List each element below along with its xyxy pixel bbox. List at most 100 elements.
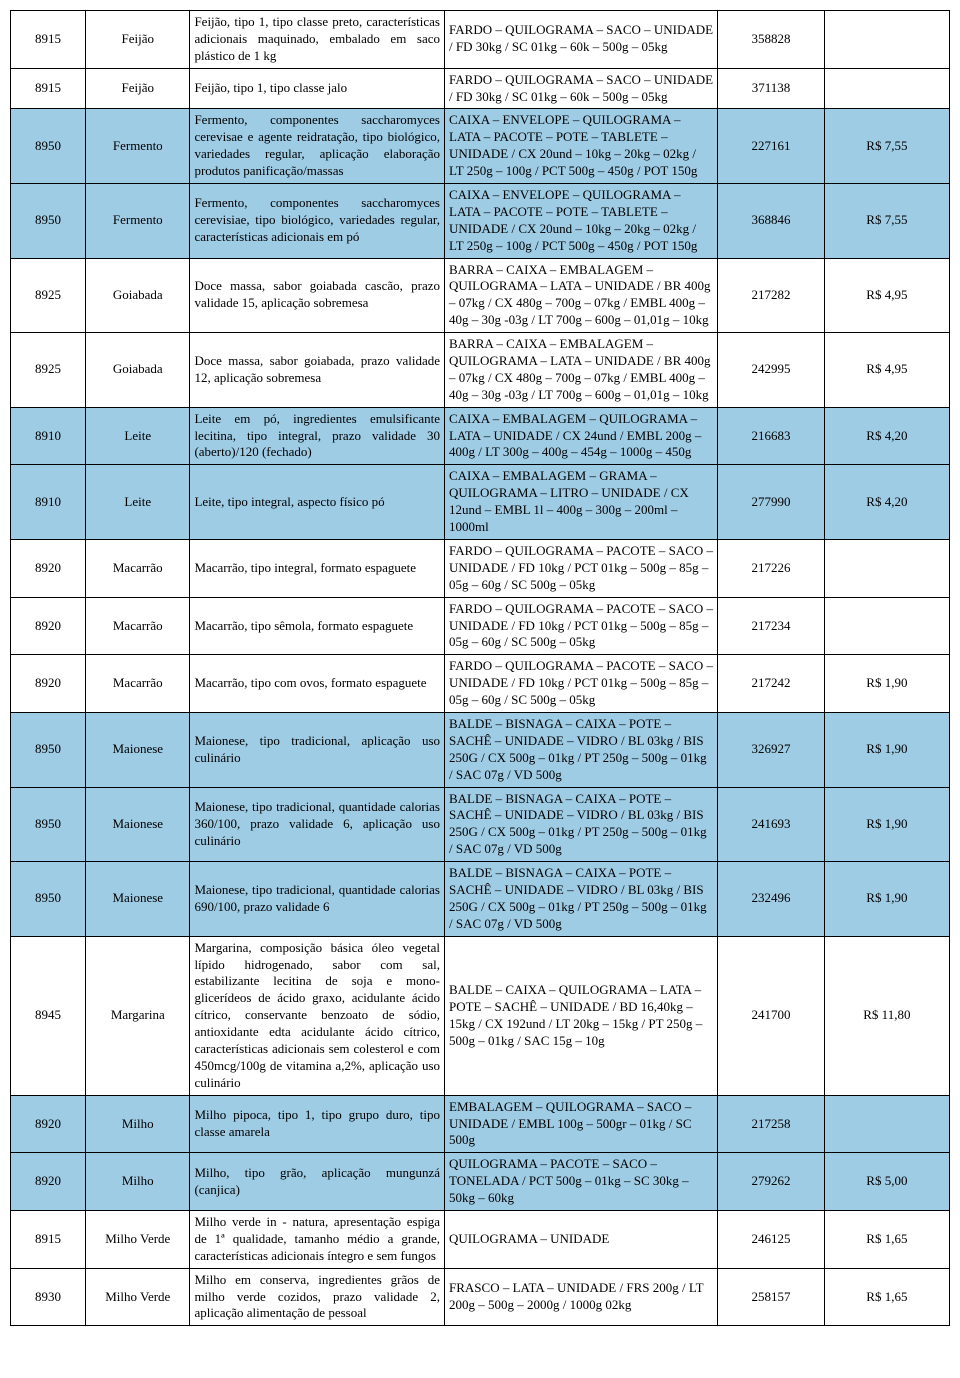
cell-price: R$ 1,90 <box>824 787 949 862</box>
cell-pack: FARDO – QUILOGRAMA – PACOTE – SACO – UNI… <box>445 655 718 713</box>
cell-name: Maionese <box>86 787 190 862</box>
cell-code: 8950 <box>11 712 86 787</box>
cell-code: 8920 <box>11 1153 86 1211</box>
cell-code: 8950 <box>11 787 86 862</box>
cell-id: 326927 <box>718 712 824 787</box>
cell-price: R$ 1,90 <box>824 712 949 787</box>
cell-price: R$ 1,90 <box>824 862 949 937</box>
cell-desc: Feijão, tipo 1, tipo classe jalo <box>190 68 445 109</box>
table-row: 8920MacarrãoMacarrão, tipo sêmola, forma… <box>11 597 950 655</box>
cell-name: Macarrão <box>86 597 190 655</box>
cell-pack: BARRA – CAIXA – EMBALAGEM – QUILOGRAMA –… <box>445 258 718 333</box>
cell-desc: Doce massa, sabor goiabada, prazo valida… <box>190 333 445 408</box>
cell-code: 8920 <box>11 655 86 713</box>
cell-name: Milho <box>86 1095 190 1153</box>
cell-id: 217242 <box>718 655 824 713</box>
cell-pack: BALDE – CAIXA – QUILOGRAMA – LATA – POTE… <box>445 936 718 1095</box>
cell-name: Fermento <box>86 109 190 184</box>
cell-id: 241700 <box>718 936 824 1095</box>
cell-name: Goiabada <box>86 258 190 333</box>
cell-id: 277990 <box>718 465 824 540</box>
table-row: 8950MaioneseMaionese, tipo tradicional, … <box>11 862 950 937</box>
table-row: 8920MilhoMilho pipoca, tipo 1, tipo grup… <box>11 1095 950 1153</box>
cell-price: R$ 5,00 <box>824 1153 949 1211</box>
table-row: 8920MacarrãoMacarrão, tipo integral, for… <box>11 539 950 597</box>
table-row: 8950FermentoFermento, componentes saccha… <box>11 184 950 259</box>
cell-name: Margarina <box>86 936 190 1095</box>
cell-desc: Fermento, componentes saccharomyces cere… <box>190 109 445 184</box>
cell-desc: Feijão, tipo 1, tipo classe preto, carac… <box>190 11 445 69</box>
cell-pack: BALDE – BISNAGA – CAIXA – POTE – SACHÊ –… <box>445 712 718 787</box>
cell-desc: Milho pipoca, tipo 1, tipo grupo duro, t… <box>190 1095 445 1153</box>
cell-desc: Leite em pó, ingredientes emulsificante … <box>190 407 445 465</box>
table-row: 8920MacarrãoMacarrão, tipo com ovos, for… <box>11 655 950 713</box>
table-row: 8920MilhoMilho, tipo grão, aplicação mun… <box>11 1153 950 1211</box>
cell-price: R$ 4,95 <box>824 333 949 408</box>
cell-code: 8950 <box>11 862 86 937</box>
cell-code: 8950 <box>11 109 86 184</box>
cell-desc: Doce massa, sabor goiabada cascão, prazo… <box>190 258 445 333</box>
cell-id: 217258 <box>718 1095 824 1153</box>
cell-code: 8920 <box>11 1095 86 1153</box>
cell-code: 8915 <box>11 68 86 109</box>
cell-price <box>824 597 949 655</box>
cell-name: Macarrão <box>86 539 190 597</box>
cell-price: R$ 1,65 <box>824 1268 949 1326</box>
cell-desc: Margarina, composição básica óleo vegeta… <box>190 936 445 1095</box>
cell-price <box>824 1095 949 1153</box>
cell-pack: CAIXA – EMBALAGEM – QUILOGRAMA – LATA – … <box>445 407 718 465</box>
cell-name: Milho Verde <box>86 1268 190 1326</box>
cell-id: 371138 <box>718 68 824 109</box>
cell-pack: BARRA – CAIXA – EMBALAGEM – QUILOGRAMA –… <box>445 333 718 408</box>
cell-id: 217234 <box>718 597 824 655</box>
cell-code: 8920 <box>11 539 86 597</box>
cell-name: Leite <box>86 407 190 465</box>
cell-desc: Leite, tipo integral, aspecto físico pó <box>190 465 445 540</box>
cell-desc: Macarrão, tipo integral, formato espague… <box>190 539 445 597</box>
cell-name: Feijão <box>86 68 190 109</box>
cell-desc: Maionese, tipo tradicional, quantidade c… <box>190 787 445 862</box>
cell-id: 246125 <box>718 1211 824 1269</box>
cell-name: Fermento <box>86 184 190 259</box>
table-row: 8945MargarinaMargarina, composição básic… <box>11 936 950 1095</box>
cell-code: 8920 <box>11 597 86 655</box>
cell-name: Milho <box>86 1153 190 1211</box>
table-row: 8950MaioneseMaionese, tipo tradicional, … <box>11 712 950 787</box>
cell-desc: Maionese, tipo tradicional, quantidade c… <box>190 862 445 937</box>
cell-pack: CAIXA – ENVELOPE – QUILOGRAMA – LATA – P… <box>445 109 718 184</box>
cell-price: R$ 7,55 <box>824 109 949 184</box>
table-row: 8950FermentoFermento, componentes saccha… <box>11 109 950 184</box>
table-row: 8925GoiabadaDoce massa, sabor goiabada c… <box>11 258 950 333</box>
cell-pack: FARDO – QUILOGRAMA – PACOTE – SACO – UNI… <box>445 597 718 655</box>
cell-id: 217226 <box>718 539 824 597</box>
cell-pack: EMBALAGEM – QUILOGRAMA – SACO – UNIDADE … <box>445 1095 718 1153</box>
cell-code: 8915 <box>11 11 86 69</box>
cell-pack: CAIXA – EMBALAGEM – GRAMA – QUILOGRAMA –… <box>445 465 718 540</box>
cell-pack: FARDO – QUILOGRAMA – SACO – UNIDADE / FD… <box>445 68 718 109</box>
cell-price: R$ 4,95 <box>824 258 949 333</box>
cell-pack: BALDE – BISNAGA – CAIXA – POTE – SACHÊ –… <box>445 787 718 862</box>
cell-price: R$ 4,20 <box>824 407 949 465</box>
table-row: 8950MaioneseMaionese, tipo tradicional, … <box>11 787 950 862</box>
cell-id: 358828 <box>718 11 824 69</box>
cell-pack: QUILOGRAMA – PACOTE – SACO – TONELADA / … <box>445 1153 718 1211</box>
table-row: 8915FeijãoFeijão, tipo 1, tipo classe pr… <box>11 11 950 69</box>
cell-id: 368846 <box>718 184 824 259</box>
cell-id: 279262 <box>718 1153 824 1211</box>
cell-pack: QUILOGRAMA – UNIDADE <box>445 1211 718 1269</box>
cell-code: 8925 <box>11 333 86 408</box>
table-row: 8915FeijãoFeijão, tipo 1, tipo classe ja… <box>11 68 950 109</box>
cell-price: R$ 1,65 <box>824 1211 949 1269</box>
cell-code: 8910 <box>11 407 86 465</box>
cell-code: 8930 <box>11 1268 86 1326</box>
cell-desc: Milho em conserva, ingredientes grãos de… <box>190 1268 445 1326</box>
cell-code: 8925 <box>11 258 86 333</box>
cell-name: Milho Verde <box>86 1211 190 1269</box>
table-row: 8910LeiteLeite em pó, ingredientes emuls… <box>11 407 950 465</box>
cell-desc: Maionese, tipo tradicional, aplicação us… <box>190 712 445 787</box>
cell-price <box>824 68 949 109</box>
cell-desc: Milho, tipo grão, aplicação mungunzá (ca… <box>190 1153 445 1211</box>
table-row: 8925GoiabadaDoce massa, sabor goiabada, … <box>11 333 950 408</box>
cell-id: 227161 <box>718 109 824 184</box>
cell-id: 242995 <box>718 333 824 408</box>
